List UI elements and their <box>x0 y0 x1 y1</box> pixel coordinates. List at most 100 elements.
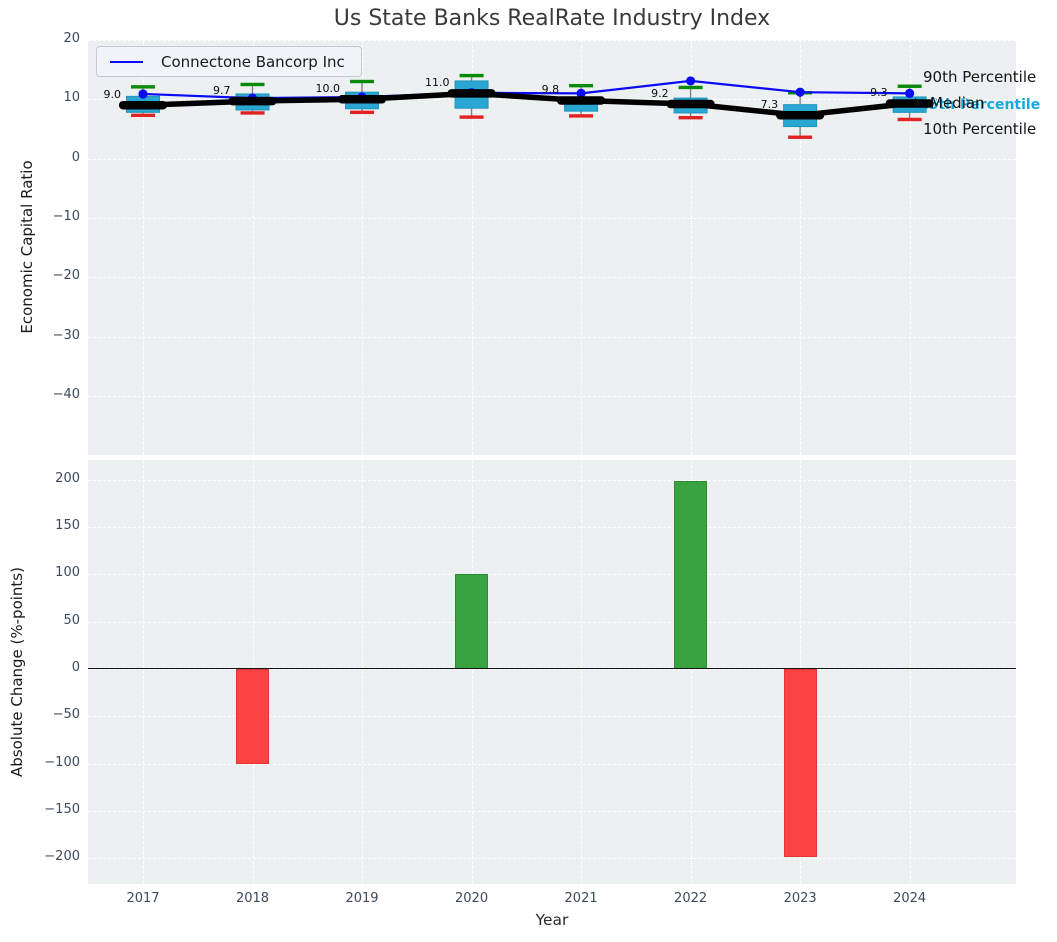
median-value-label: 11.0 <box>425 76 450 90</box>
top-gridline-v <box>690 40 692 455</box>
bar-2020 <box>455 574 489 669</box>
x-axis-label: Year <box>535 911 569 929</box>
company-point-2021 <box>576 88 586 98</box>
bottom-ytick-label: 100 <box>55 565 80 581</box>
top-gridline-v <box>471 40 473 455</box>
cap-90th-percentile-2017 <box>131 85 155 89</box>
company-point-2022 <box>686 76 696 86</box>
x-tick-label: 2017 <box>126 891 160 906</box>
median-value-label: 10.0 <box>315 82 341 96</box>
top-y-axis-label: Economic Capital Ratio <box>18 160 36 334</box>
chart-title: Us State Banks RealRate Industry Index <box>333 6 771 31</box>
bottom-axes-background <box>88 460 1016 884</box>
bottom-gridline-h <box>88 811 1016 813</box>
top-gridline-v <box>800 40 802 455</box>
bottom-gridline-h <box>88 574 1016 576</box>
cap-10th-percentile-2021 <box>569 114 594 118</box>
cap-10th-percentile-2018 <box>240 111 265 115</box>
bottom-ytick-label: −50 <box>52 707 80 723</box>
top-ytick-label: −30 <box>52 327 80 343</box>
median-marker-2020 <box>447 89 496 98</box>
bottom-ytick-label: 150 <box>55 517 80 533</box>
cap-10th-percentile-2023 <box>788 135 813 139</box>
bottom-gridline-h <box>88 716 1016 718</box>
bottom-gridline-v <box>143 460 144 884</box>
top-ytick-label: −40 <box>52 386 80 402</box>
cap-10th-percentile-2017 <box>131 113 155 118</box>
bottom-gridline-v <box>909 460 911 884</box>
bottom-gridline-v <box>471 460 473 884</box>
median-annotation-arrow-icon <box>915 98 924 108</box>
bottom-ytick-label: 0 <box>71 660 80 675</box>
top-gridline-v <box>362 40 364 455</box>
bottom-ytick-label: −100 <box>44 754 80 770</box>
x-tick-label: 2018 <box>235 891 270 906</box>
median-value-label: 9.8 <box>541 83 560 97</box>
cap-10th-percentile-2020 <box>459 115 484 119</box>
top-gridline-v <box>252 40 254 455</box>
top-gridline-h <box>88 395 1016 397</box>
top-gridline-v <box>909 40 911 455</box>
top-gridline-h <box>88 217 1016 219</box>
legend-line-sample-icon <box>110 60 143 63</box>
top-ytick-label: 20 <box>63 31 80 46</box>
top-gridline-h <box>88 277 1016 279</box>
x-tick-label: 2020 <box>455 891 489 906</box>
bottom-ytick-label: −200 <box>44 849 80 865</box>
cap-10th-percentile-2019 <box>350 110 375 115</box>
median-marker-2017 <box>119 100 167 110</box>
company-point-2024 <box>905 88 915 98</box>
x-tick-label: 2024 <box>893 891 927 906</box>
cap-90th-percentile-2018 <box>240 82 265 87</box>
cap-90th-percentile-2019 <box>350 79 375 84</box>
cap-90th-percentile-2021 <box>569 83 594 88</box>
median-marker-2023 <box>776 111 825 120</box>
top-ytick-label: 10 <box>63 90 80 106</box>
legend-label: Connectone Bancorp Inc <box>161 52 345 71</box>
bottom-gridline-v <box>690 460 692 884</box>
annotation-median: Median <box>930 94 985 112</box>
median-marker-2024 <box>885 99 934 108</box>
bottom-ytick-label: 200 <box>55 470 80 486</box>
median-value-label: 9.0 <box>103 88 122 102</box>
bottom-zero-line <box>88 668 1016 670</box>
bottom-gridline-h <box>88 669 1016 670</box>
bottom-gridline-v <box>581 460 583 884</box>
top-gridline-h <box>88 40 1016 41</box>
top-gridline-v <box>143 40 144 455</box>
bottom-ytick-label: 50 <box>63 612 80 628</box>
annotation-90th-percentile: 90th Percentile <box>923 68 1037 86</box>
bottom-gridline-h <box>88 621 1016 623</box>
company-point-2023 <box>795 87 805 97</box>
median-value-label: 9.2 <box>651 87 669 101</box>
company-point-2017 <box>138 89 148 99</box>
cap-90th-percentile-2024 <box>897 84 922 88</box>
bar-2022 <box>674 481 708 669</box>
top-plot-canvas <box>119 73 934 139</box>
bar-2018 <box>236 669 270 764</box>
top-ytick-label: 0 <box>71 149 80 165</box>
x-tick-label: 2021 <box>564 891 598 906</box>
bottom-y-axis-label: Absolute Change (%-points) <box>8 567 26 777</box>
bottom-ytick-label: −150 <box>44 802 80 818</box>
annotation-25th-percentile: 25th Percentile <box>919 97 1041 113</box>
legend: Connectone Bancorp Inc <box>96 46 362 77</box>
cap-90th-percentile-2020 <box>459 73 484 78</box>
x-tick-label: 2019 <box>345 891 379 906</box>
annotation-10th-percentile: 10th Percentile <box>923 120 1037 138</box>
median-value-label: 7.3 <box>760 98 779 112</box>
bottom-gridline-v <box>362 460 364 884</box>
x-tick-label: 2022 <box>674 891 708 906</box>
median-marker-2021 <box>557 96 606 105</box>
top-ytick-label: −20 <box>52 268 80 284</box>
median-marker-2022 <box>666 99 715 109</box>
bottom-gridline-h <box>88 763 1016 765</box>
cap-10th-percentile-2024 <box>897 117 922 122</box>
bottom-gridline-h <box>88 479 1016 481</box>
top-gridline-h <box>88 158 1016 160</box>
median-value-label: 9.3 <box>870 86 888 100</box>
top-gridline-v <box>581 40 583 455</box>
median-marker-2019 <box>338 95 387 104</box>
bottom-gridline-h <box>88 526 1016 528</box>
